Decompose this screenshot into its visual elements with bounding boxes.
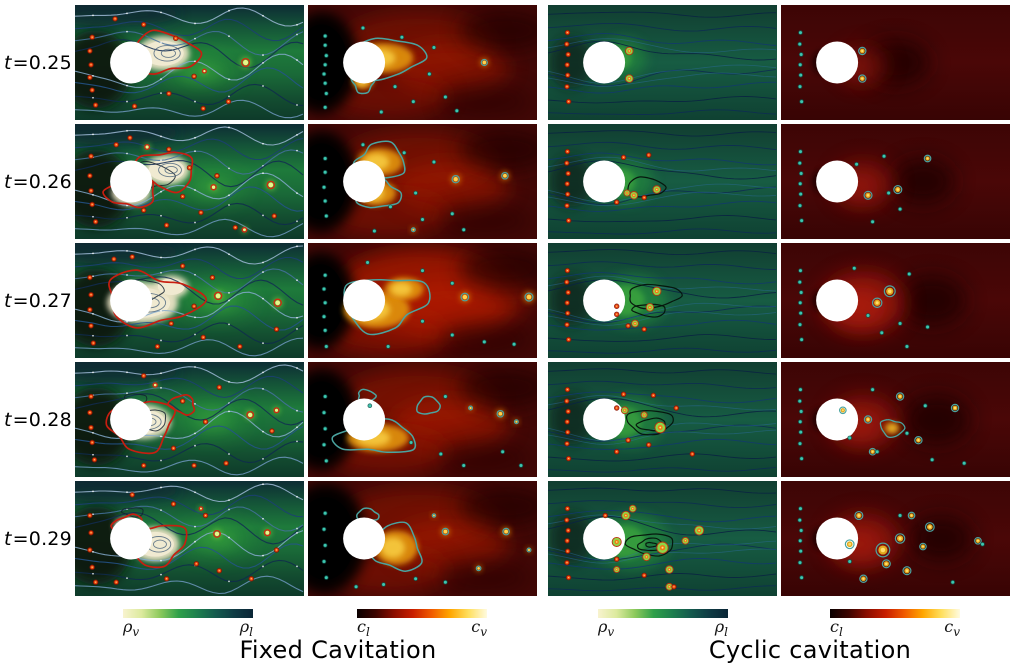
colorbar-vapor-cyclic: cl cv: [830, 609, 960, 639]
time-row-1: t =0.26: [0, 124, 1010, 239]
time-variable: t: [4, 289, 12, 312]
time-label: t =0.25: [0, 5, 75, 120]
time-value: =0.28: [12, 408, 72, 431]
colorbar-label-c-l: cl: [357, 617, 370, 640]
panel-fixed-vapor-row1: [308, 124, 537, 239]
density-colorbar-labels: ρv ρl: [123, 617, 253, 640]
vapor-colorbar-gradient: [830, 609, 960, 618]
time-value: =0.25: [12, 51, 72, 74]
panel-fixed-vapor-row4: [308, 481, 537, 596]
density-colorbar-gradient: [598, 609, 728, 618]
panel-cyclic-vapor-row4: [781, 481, 1010, 596]
time-variable: t: [4, 170, 12, 193]
panel-cyclic-density-row2: [548, 243, 777, 358]
panel-cyclic-density-row0: [548, 5, 777, 120]
panel-cyclic-density-row3: [548, 362, 777, 477]
vapor-colorbar-labels: cl cv: [830, 617, 960, 640]
time-row-2: t =0.27: [0, 243, 1010, 358]
panel-fixed-vapor-row3: [308, 362, 537, 477]
panel-cyclic-density-row1: [548, 124, 777, 239]
time-variable: t: [4, 408, 12, 431]
time-label: t =0.29: [0, 481, 75, 596]
colorbar-vapor-fixed: cl cv: [357, 609, 487, 639]
panel-fixed-density-row2: [75, 243, 304, 358]
colorbar-label-rho-l: ρl: [714, 617, 728, 640]
panel-cyclic-density-row4: [548, 481, 777, 596]
colorbar-label-rho-v: ρv: [598, 617, 615, 640]
time-variable: t: [4, 51, 12, 74]
time-row-3: t =0.28: [0, 362, 1010, 477]
panel-fixed-density-row3: [75, 362, 304, 477]
time-row-0: t =0.25: [0, 5, 1010, 120]
vapor-colorbar-labels: cl cv: [357, 617, 487, 640]
colorbar-density-fixed: ρv ρl: [123, 609, 253, 639]
panel-fixed-density-row0: [75, 5, 304, 120]
time-value: =0.26: [12, 170, 72, 193]
colorbar-label-c-v: cv: [471, 617, 487, 640]
panel-cyclic-vapor-row3: [781, 362, 1010, 477]
time-label: t =0.26: [0, 124, 75, 239]
colorbar-label-c-v: cv: [944, 617, 960, 640]
colorbar-label-rho-l: ρl: [239, 617, 253, 640]
panel-cyclic-vapor-row0: [781, 5, 1010, 120]
density-colorbar-gradient: [123, 609, 253, 618]
panel-cyclic-vapor-row2: [781, 243, 1010, 358]
vapor-colorbar-gradient: [357, 609, 487, 618]
caption-fixed-cavitation: Fixed Cavitation: [239, 636, 437, 664]
panel-fixed-density-row4: [75, 481, 304, 596]
colorbar-density-cyclic: ρv ρl: [598, 609, 728, 639]
time-value: =0.27: [12, 289, 72, 312]
colorbar-label-rho-v: ρv: [123, 617, 140, 640]
time-value: =0.29: [12, 527, 72, 550]
colorbar-label-c-l: cl: [830, 617, 843, 640]
time-label: t =0.27: [0, 243, 75, 358]
simulation-grid: t =0.25 t =0.26 t =0.27 t =0.28 t =0.29: [0, 5, 1010, 600]
panel-fixed-vapor-row0: [308, 5, 537, 120]
panel-fixed-density-row1: [75, 124, 304, 239]
panel-cyclic-vapor-row1: [781, 124, 1010, 239]
time-label: t =0.28: [0, 362, 75, 477]
panel-fixed-vapor-row2: [308, 243, 537, 358]
time-row-4: t =0.29: [0, 481, 1010, 596]
caption-cyclic-cavitation: Cyclic cavitation: [708, 636, 912, 664]
time-variable: t: [4, 527, 12, 550]
density-colorbar-labels: ρv ρl: [598, 617, 728, 640]
